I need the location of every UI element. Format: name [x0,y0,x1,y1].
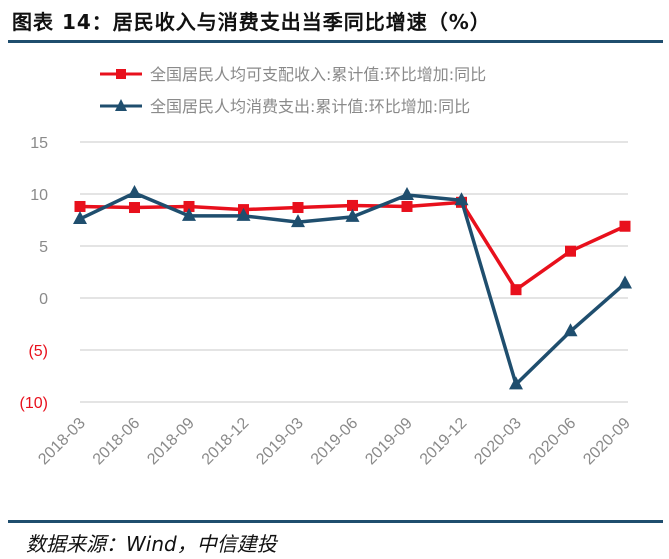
consumption-point [509,376,523,390]
series-group [73,184,632,390]
income-point [619,220,631,232]
legend-marker-1 [116,69,126,79]
income-point [510,284,522,296]
legend-label-1: 全国居民人均可支配收入:累计值:环比增加:同比 [150,65,486,84]
consumption-point [182,207,196,221]
x-axis-ticks: 2018-03 2018-06 2018-09 2018-12 2019-03 2019-… [35,415,634,469]
income-point [292,202,304,214]
x-tick-label: 2020-03 [471,415,525,469]
consumption-point [400,187,414,201]
income-point [129,202,140,214]
x-tick-label: 2019-12 [417,415,471,469]
x-tick-label: 2019-09 [362,415,416,469]
consumption-point [236,207,251,221]
x-tick-label: 2018-03 [35,415,89,469]
income-point [183,200,195,212]
consumption-point [73,210,87,224]
y-tick-label: 15 [30,135,48,152]
income-point [401,200,413,212]
figure-title: 图表 14：居民收入与消费支出当季同比增速（%） [12,10,491,34]
income-point [565,245,576,257]
consumption-point [563,323,578,337]
legend-marker-2 [115,99,127,111]
x-tick-label: 2019-06 [308,415,362,469]
line-chart: 全国居民人均可支配收入:累计值:环比增加:同比全国居民人均消费支出:累计值:环比… [20,65,634,469]
x-tick-label: 2018-06 [90,415,144,469]
legend-label-2: 全国居民人均消费支出:累计值:环比增加:同比 [150,97,470,116]
consumption-point [127,184,142,198]
x-tick-label: 2018-09 [144,415,198,469]
bottom-rule [8,520,663,523]
income-point [74,200,86,212]
consumption-point [345,208,360,222]
y-tick-label: 10 [30,187,48,204]
consumption-point [291,214,305,228]
y-axis-ticks: 15 10 5 0 (5) (10) [20,135,49,412]
income-point [347,199,358,211]
x-tick-label: 2020-06 [526,415,580,469]
x-tick-label: 2020-09 [580,415,634,469]
top-rule [8,40,663,43]
y-tick-label: (5) [28,343,48,360]
y-tick-label: 0 [39,291,48,308]
x-tick-label: 2018-12 [199,415,253,469]
source-note: 数据来源：Wind，中信建投 [26,532,277,556]
legend: 全国居民人均可支配收入:累计值:环比增加:同比全国居民人均消费支出:累计值:环比… [100,65,486,116]
x-tick-label: 2019-03 [253,415,307,469]
y-tick-label: 5 [39,239,48,256]
consumption-point [454,192,469,206]
y-tick-label: (10) [20,395,48,412]
gridlines [80,141,628,403]
consumption-point [618,275,632,289]
